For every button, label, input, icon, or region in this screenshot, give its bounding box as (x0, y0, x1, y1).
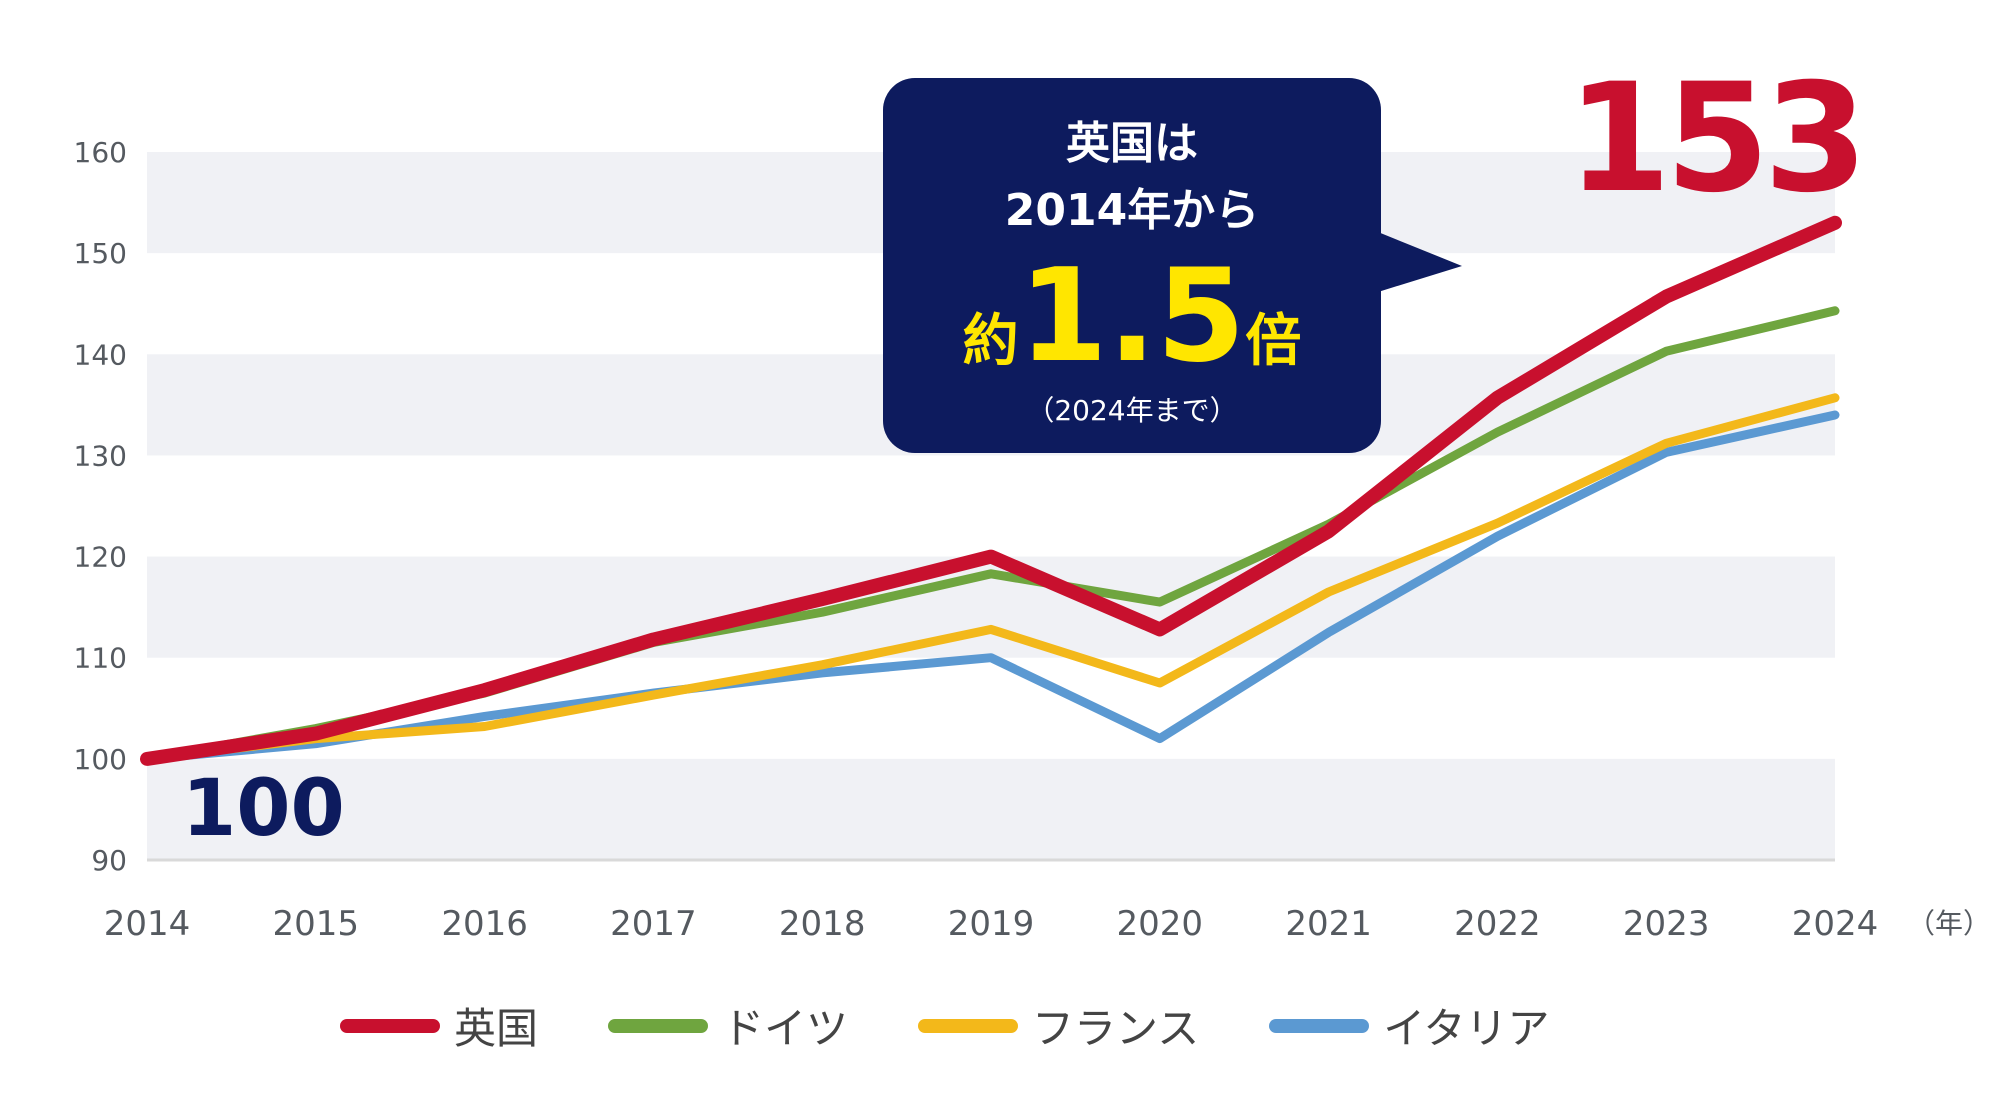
callout-bubble: 英国は 2014年から 約1.5倍 （2024年まで） (883, 78, 1462, 453)
x-tick-label: 2021 (1285, 904, 1372, 944)
legend-label: ドイツ (722, 1004, 849, 1053)
y-tick-label: 120 (74, 541, 127, 574)
series-line (140, 215, 1842, 766)
legend-swatch (1269, 1018, 1370, 1033)
y-tick-label: 90 (91, 844, 127, 877)
start-value-label: 100 (182, 764, 345, 854)
x-tick-label: 2014 (104, 904, 191, 944)
legend-item: 英国 (340, 995, 538, 1056)
y-tick-label: 100 (74, 743, 127, 776)
x-tick-label: 2018 (779, 904, 866, 944)
y-tick-label: 110 (74, 642, 127, 675)
legend-label: イタリア (1383, 1004, 1550, 1053)
legend-item: イタリア (1269, 995, 1550, 1056)
x-tick-label: 2020 (1117, 904, 1204, 944)
x-axis-ticks: 2014 2015 2016 2017 2018 2019 2020 2021 2022 2023… (104, 904, 1991, 944)
callout-value: 1.5 (1019, 242, 1246, 391)
line-chart: 90 100 110 120 130 140 150 160 2014 2015 2016 2017… (74, 52, 1991, 944)
series-line (142, 393, 1840, 764)
y-tick-label: 130 (74, 439, 127, 472)
callout-note: （2024年まで） (1026, 394, 1237, 427)
x-tick-label: 2022 (1454, 904, 1541, 944)
callout-line1: 英国は (1066, 118, 1198, 169)
end-value-label: 153 (1567, 52, 1862, 226)
legend-item: ドイツ (608, 995, 848, 1056)
legend-swatch (340, 1018, 440, 1033)
grid-band (147, 758, 1835, 860)
x-tick-label: 2019 (948, 904, 1035, 944)
y-tick-label: 140 (74, 338, 127, 371)
x-tick-label: 2017 (610, 904, 697, 944)
x-axis-unit: （年） (1907, 907, 1991, 940)
legend-item: フランス (918, 995, 1199, 1056)
series-line (142, 410, 1840, 764)
x-tick-label: 2015 (273, 904, 360, 944)
y-axis-ticks: 90 100 110 120 130 140 150 160 (74, 136, 127, 877)
x-tick-label: 2023 (1623, 904, 1710, 944)
callout-prefix: 約 (963, 309, 1019, 374)
legend-label: フランス (1032, 1004, 1200, 1053)
y-tick-label: 160 (74, 136, 127, 169)
legend: 英国 ドイツ フランス イタリア (340, 995, 1620, 1056)
callout-line2: 2014年から (1005, 185, 1259, 236)
legend-swatch (608, 1018, 709, 1033)
y-tick-label: 150 (74, 237, 127, 270)
x-tick-label: 2024 (1792, 904, 1879, 944)
svg-text:約1.5倍: 約1.5倍 (963, 242, 1302, 391)
legend-label: 英国 (454, 1004, 539, 1053)
legend-swatch (918, 1018, 1019, 1033)
x-tick-label: 2016 (441, 904, 528, 944)
series-lines (140, 215, 1842, 766)
callout-suffix: 倍 (1245, 309, 1301, 374)
